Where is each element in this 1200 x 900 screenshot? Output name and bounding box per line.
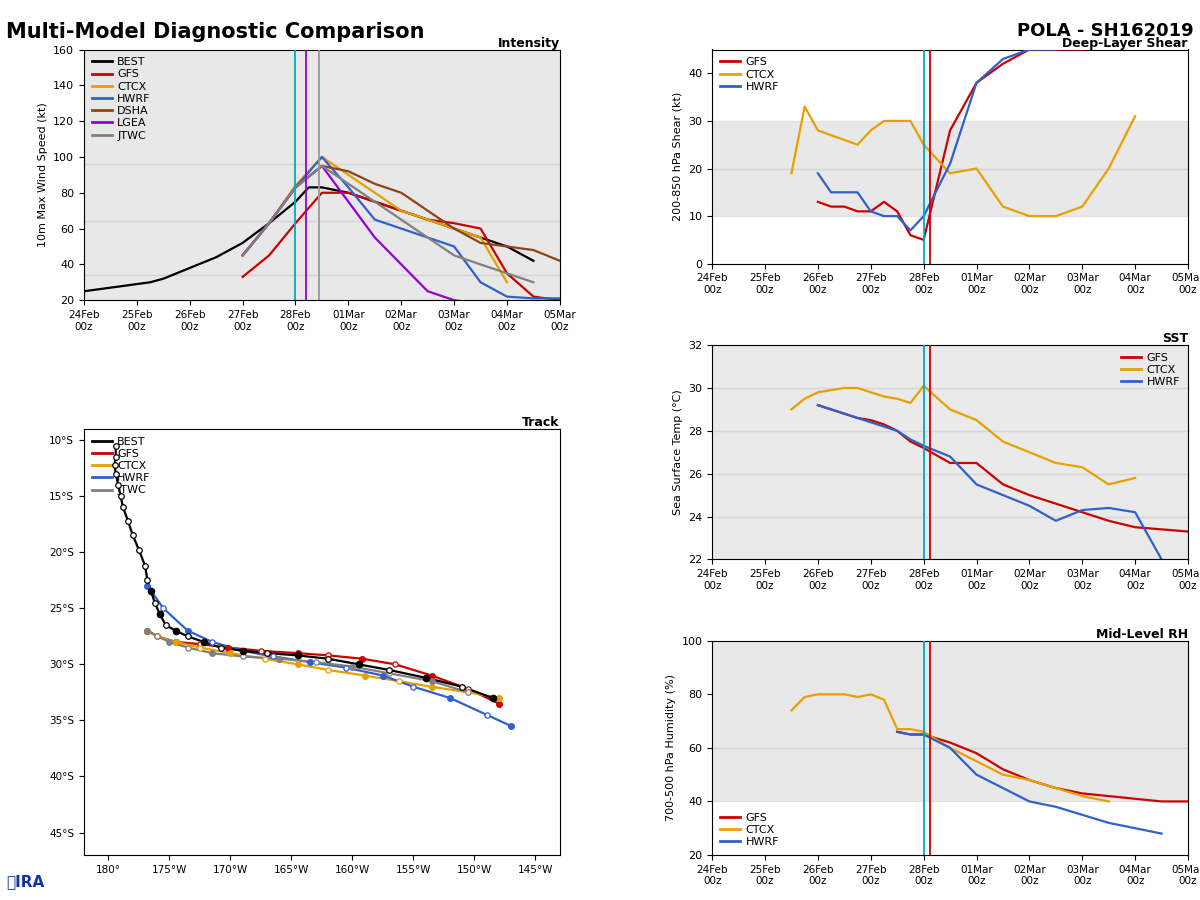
Legend: GFS, CTCX, HWRF: GFS, CTCX, HWRF [1118,351,1182,390]
Text: Track: Track [522,416,560,428]
Text: Multi-Model Diagnostic Comparison: Multi-Model Diagnostic Comparison [6,22,425,42]
Bar [712,517,1188,560]
Legend: GFS, CTCX, HWRF: GFS, CTCX, HWRF [718,811,781,850]
Bar [712,473,1188,517]
Text: POLA - SH162019: POLA - SH162019 [1018,22,1194,40]
Y-axis label: 10m Max Wind Speed (kt): 10m Max Wind Speed (kt) [37,103,48,248]
Bar [84,50,560,164]
Legend: BEST, GFS, CTCX, HWRF, DSHA, LGEA, JTWC: BEST, GFS, CTCX, HWRF, DSHA, LGEA, JTWC [90,55,154,143]
Bar [84,275,560,301]
Legend: GFS, CTCX, HWRF: GFS, CTCX, HWRF [718,55,781,94]
Text: Mid-Level RH: Mid-Level RH [1096,628,1188,641]
Bar [712,748,1188,801]
Bar [84,164,560,221]
Bar [712,168,1188,216]
Legend: BEST, GFS, CTCX, HWRF, JTWC: BEST, GFS, CTCX, HWRF, JTWC [90,435,154,498]
Text: Deep-Layer Shear: Deep-Layer Shear [1062,37,1188,50]
Bar [712,388,1188,431]
Y-axis label: 700-500 hPa Humidity (%): 700-500 hPa Humidity (%) [666,674,676,822]
Bar [712,431,1188,473]
Text: ⒸIRA: ⒸIRA [6,874,44,889]
Y-axis label: Sea Surface Temp (°C): Sea Surface Temp (°C) [673,390,683,515]
Bar [712,345,1188,388]
Text: SST: SST [1162,332,1188,345]
Text: Intensity: Intensity [498,37,560,50]
Bar [712,121,1188,168]
Y-axis label: 200-850 hPa Shear (kt): 200-850 hPa Shear (kt) [673,92,683,221]
Bar [84,221,560,275]
Bar [712,641,1188,748]
